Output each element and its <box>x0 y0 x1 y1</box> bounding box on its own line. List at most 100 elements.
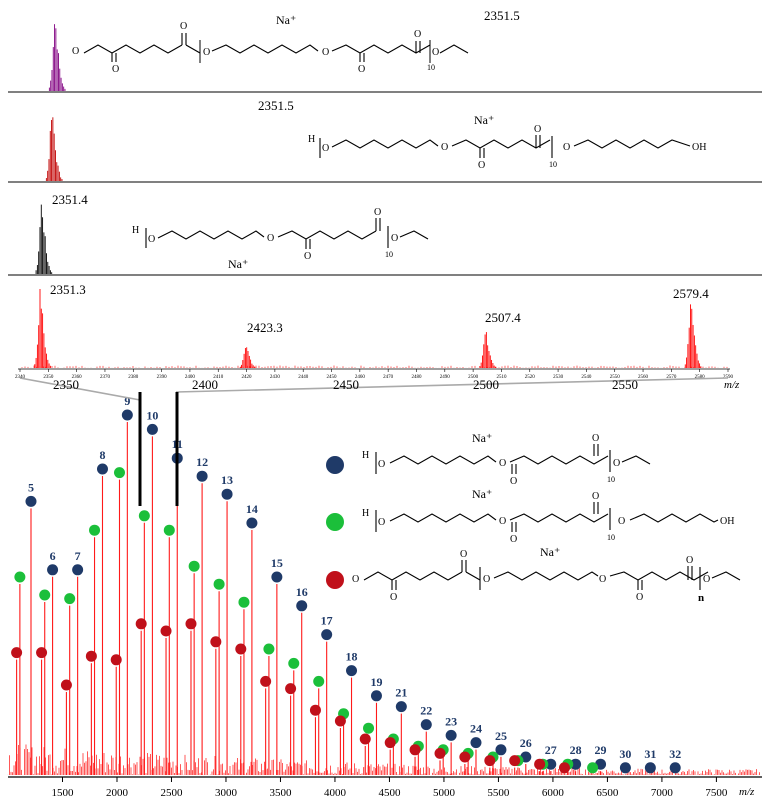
svg-text:O: O <box>414 29 421 40</box>
panel-5-spectrum <box>7 422 760 775</box>
svg-text:O: O <box>592 491 599 502</box>
panel-5-marker-s1-11 <box>288 657 300 669</box>
svg-text:O: O <box>148 234 155 245</box>
panel-4-tick-2450: 2450 <box>333 377 359 392</box>
panel-5-marker-s0-24 <box>619 762 631 774</box>
panel-5-tick-label-1: 2000 <box>106 787 129 799</box>
svg-text:O: O <box>510 476 517 487</box>
panel-1-spectrum <box>48 24 66 91</box>
svg-text:O: O <box>534 124 541 135</box>
panel-2-ion-label: Na⁺ <box>474 113 494 127</box>
panel-5-marker-s2-13 <box>334 715 346 727</box>
panel-5-oligomer-label-9: 14 <box>246 502 258 516</box>
panel-5-marker-s1-14 <box>363 722 375 734</box>
svg-text:H: H <box>132 225 139 236</box>
legend-1-repeat-subscript: 10 <box>607 475 615 484</box>
panel-5-tick-label-11: 7000 <box>651 787 674 799</box>
panel-4-tick-2500: 2500 <box>473 377 499 392</box>
panel-5-marker-s0-8 <box>221 488 233 500</box>
panel-4-spectrum <box>21 289 728 368</box>
panel-5-marker-s0-13 <box>346 665 358 677</box>
panel-5-marker-s0-10 <box>271 571 283 583</box>
panel-2-repeat-subscript: 10 <box>549 160 557 169</box>
panel-4-minor-tick-label-4: 2380 <box>128 375 139 380</box>
panel-4-minor-tick-label-11: 2450 <box>327 375 338 380</box>
svg-text:O: O <box>432 47 439 58</box>
svg-text:O: O <box>478 160 485 171</box>
svg-text:O: O <box>510 534 517 545</box>
legend-structure-diester-atoms: O O O O O O O O <box>352 549 710 603</box>
panel-5-marker-s0-1 <box>47 564 59 576</box>
svg-text:O: O <box>618 516 625 527</box>
svg-text:O: O <box>703 574 710 585</box>
panel-3-peak-label: 2351.4 <box>52 192 88 207</box>
svg-text:O: O <box>483 574 490 585</box>
panel-5-oligomer-label-15: 21 <box>395 686 407 700</box>
panel-5-tick-label-0: 1500 <box>51 787 74 799</box>
panel-5-oligomer-label-11: 16 <box>296 585 308 599</box>
panel-5-oligomer-label-3: 8 <box>99 448 105 462</box>
legend-structure-monoester <box>375 444 651 474</box>
panel-1-peak-label: 2351.5 <box>484 8 520 23</box>
svg-text:O: O <box>613 458 620 469</box>
panel-5-marker-s1-5 <box>138 510 150 522</box>
panel-4-minor-tick-label-21: 2550 <box>610 375 621 380</box>
legend-marker-1 <box>326 513 344 531</box>
svg-text:O: O <box>499 516 506 527</box>
panel-5-oligomer-label-26: 32 <box>669 747 681 761</box>
panel-5-marker-s2-14 <box>359 733 371 745</box>
panel-5-marker-s2-20 <box>509 755 521 767</box>
panel-3-repeat-subscript: 10 <box>385 250 393 259</box>
svg-text:O: O <box>304 251 311 262</box>
panel-1-repeat-subscript: 10 <box>427 63 435 72</box>
panel-5-tick-label-2: 2500 <box>160 787 183 799</box>
panel-5-marker-s1-8 <box>213 578 225 590</box>
svg-text:O: O <box>460 549 467 560</box>
panel-5-tick-label-10: 6500 <box>596 787 619 799</box>
panel-4-axis-label: m/z <box>724 379 740 391</box>
panel-5-tick-label-12: 7500 <box>705 787 728 799</box>
panel-5-oligomer-label-23: 29 <box>595 743 607 757</box>
panel-5-marker-s2-22 <box>558 762 570 774</box>
svg-text:O: O <box>352 574 359 585</box>
panel-4-minor-tick-label-14: 2480 <box>411 375 422 380</box>
svg-text:O: O <box>180 21 187 32</box>
panel-5-oligomer-label-20: 26 <box>520 736 532 750</box>
panel-5-marker-s0-2 <box>72 564 84 576</box>
panel-5-oligomer-label-24: 30 <box>619 747 631 761</box>
legend-marker-0 <box>326 456 344 474</box>
svg-text:O: O <box>599 574 606 585</box>
panel-4-minor-tick-label-24: 2580 <box>695 375 706 380</box>
legend-3-repeat-n: n <box>698 592 704 604</box>
panel-5-marker-s2-9 <box>235 643 247 655</box>
panel-5-marker-s0-4 <box>121 409 133 421</box>
panel-5-marker-s2-6 <box>160 625 172 637</box>
panel-5-marker-s1-3 <box>89 524 101 536</box>
panel-4-peak-label-3: 2507.4 <box>485 310 521 325</box>
svg-text:O: O <box>378 517 385 528</box>
panel-5-marker-s2-18 <box>459 751 471 763</box>
svg-text:O: O <box>499 458 506 469</box>
svg-text:O: O <box>391 233 398 244</box>
panel-3-structure-monoester <box>145 218 429 249</box>
svg-text:H: H <box>308 134 315 145</box>
panel-5-oligomer-label-21: 27 <box>545 743 557 757</box>
legend-structure-diol <box>375 502 719 532</box>
panel-3-ion-label: Na⁺ <box>228 257 248 271</box>
legend-3-ion-label: Na⁺ <box>540 545 560 559</box>
panel-5-oligomer-label-10: 15 <box>271 556 283 570</box>
panel-5-marker-s0-18 <box>470 737 482 749</box>
panel-4-minor-tick-label-19: 2530 <box>553 375 564 380</box>
panel-4-ticks: 2340 2350 2360 2370 2380 2390 2400 2410 2420 2430… <box>15 369 734 380</box>
panel-4-minor-tick-label-13: 2470 <box>383 375 394 380</box>
panel-1-ion-label: Na⁺ <box>276 13 296 27</box>
legend-structure-diester <box>363 560 741 590</box>
panel-5-oligomer-label-19: 25 <box>495 729 507 743</box>
panel-5-marker-s1-4 <box>113 467 125 479</box>
panel-5-marker-s0-15 <box>395 701 407 713</box>
panel-5-marker-s0-12 <box>321 629 333 641</box>
panel-4-minor-tick-label-3: 2370 <box>100 375 111 380</box>
panel-4-tick-2550: 2550 <box>612 377 638 392</box>
panel-5-marker-s0-3 <box>96 463 108 475</box>
panel-5-marker-s0-5 <box>146 423 158 435</box>
